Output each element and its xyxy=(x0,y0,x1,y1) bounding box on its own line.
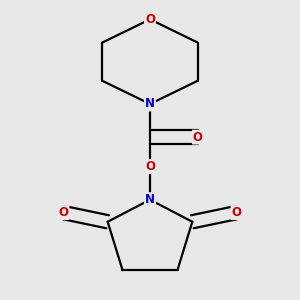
Text: O: O xyxy=(145,13,155,26)
Text: N: N xyxy=(145,98,155,110)
Text: O: O xyxy=(58,206,68,219)
Text: N: N xyxy=(145,193,155,206)
Text: O: O xyxy=(193,130,203,144)
Text: O: O xyxy=(145,160,155,173)
Text: O: O xyxy=(232,206,242,219)
